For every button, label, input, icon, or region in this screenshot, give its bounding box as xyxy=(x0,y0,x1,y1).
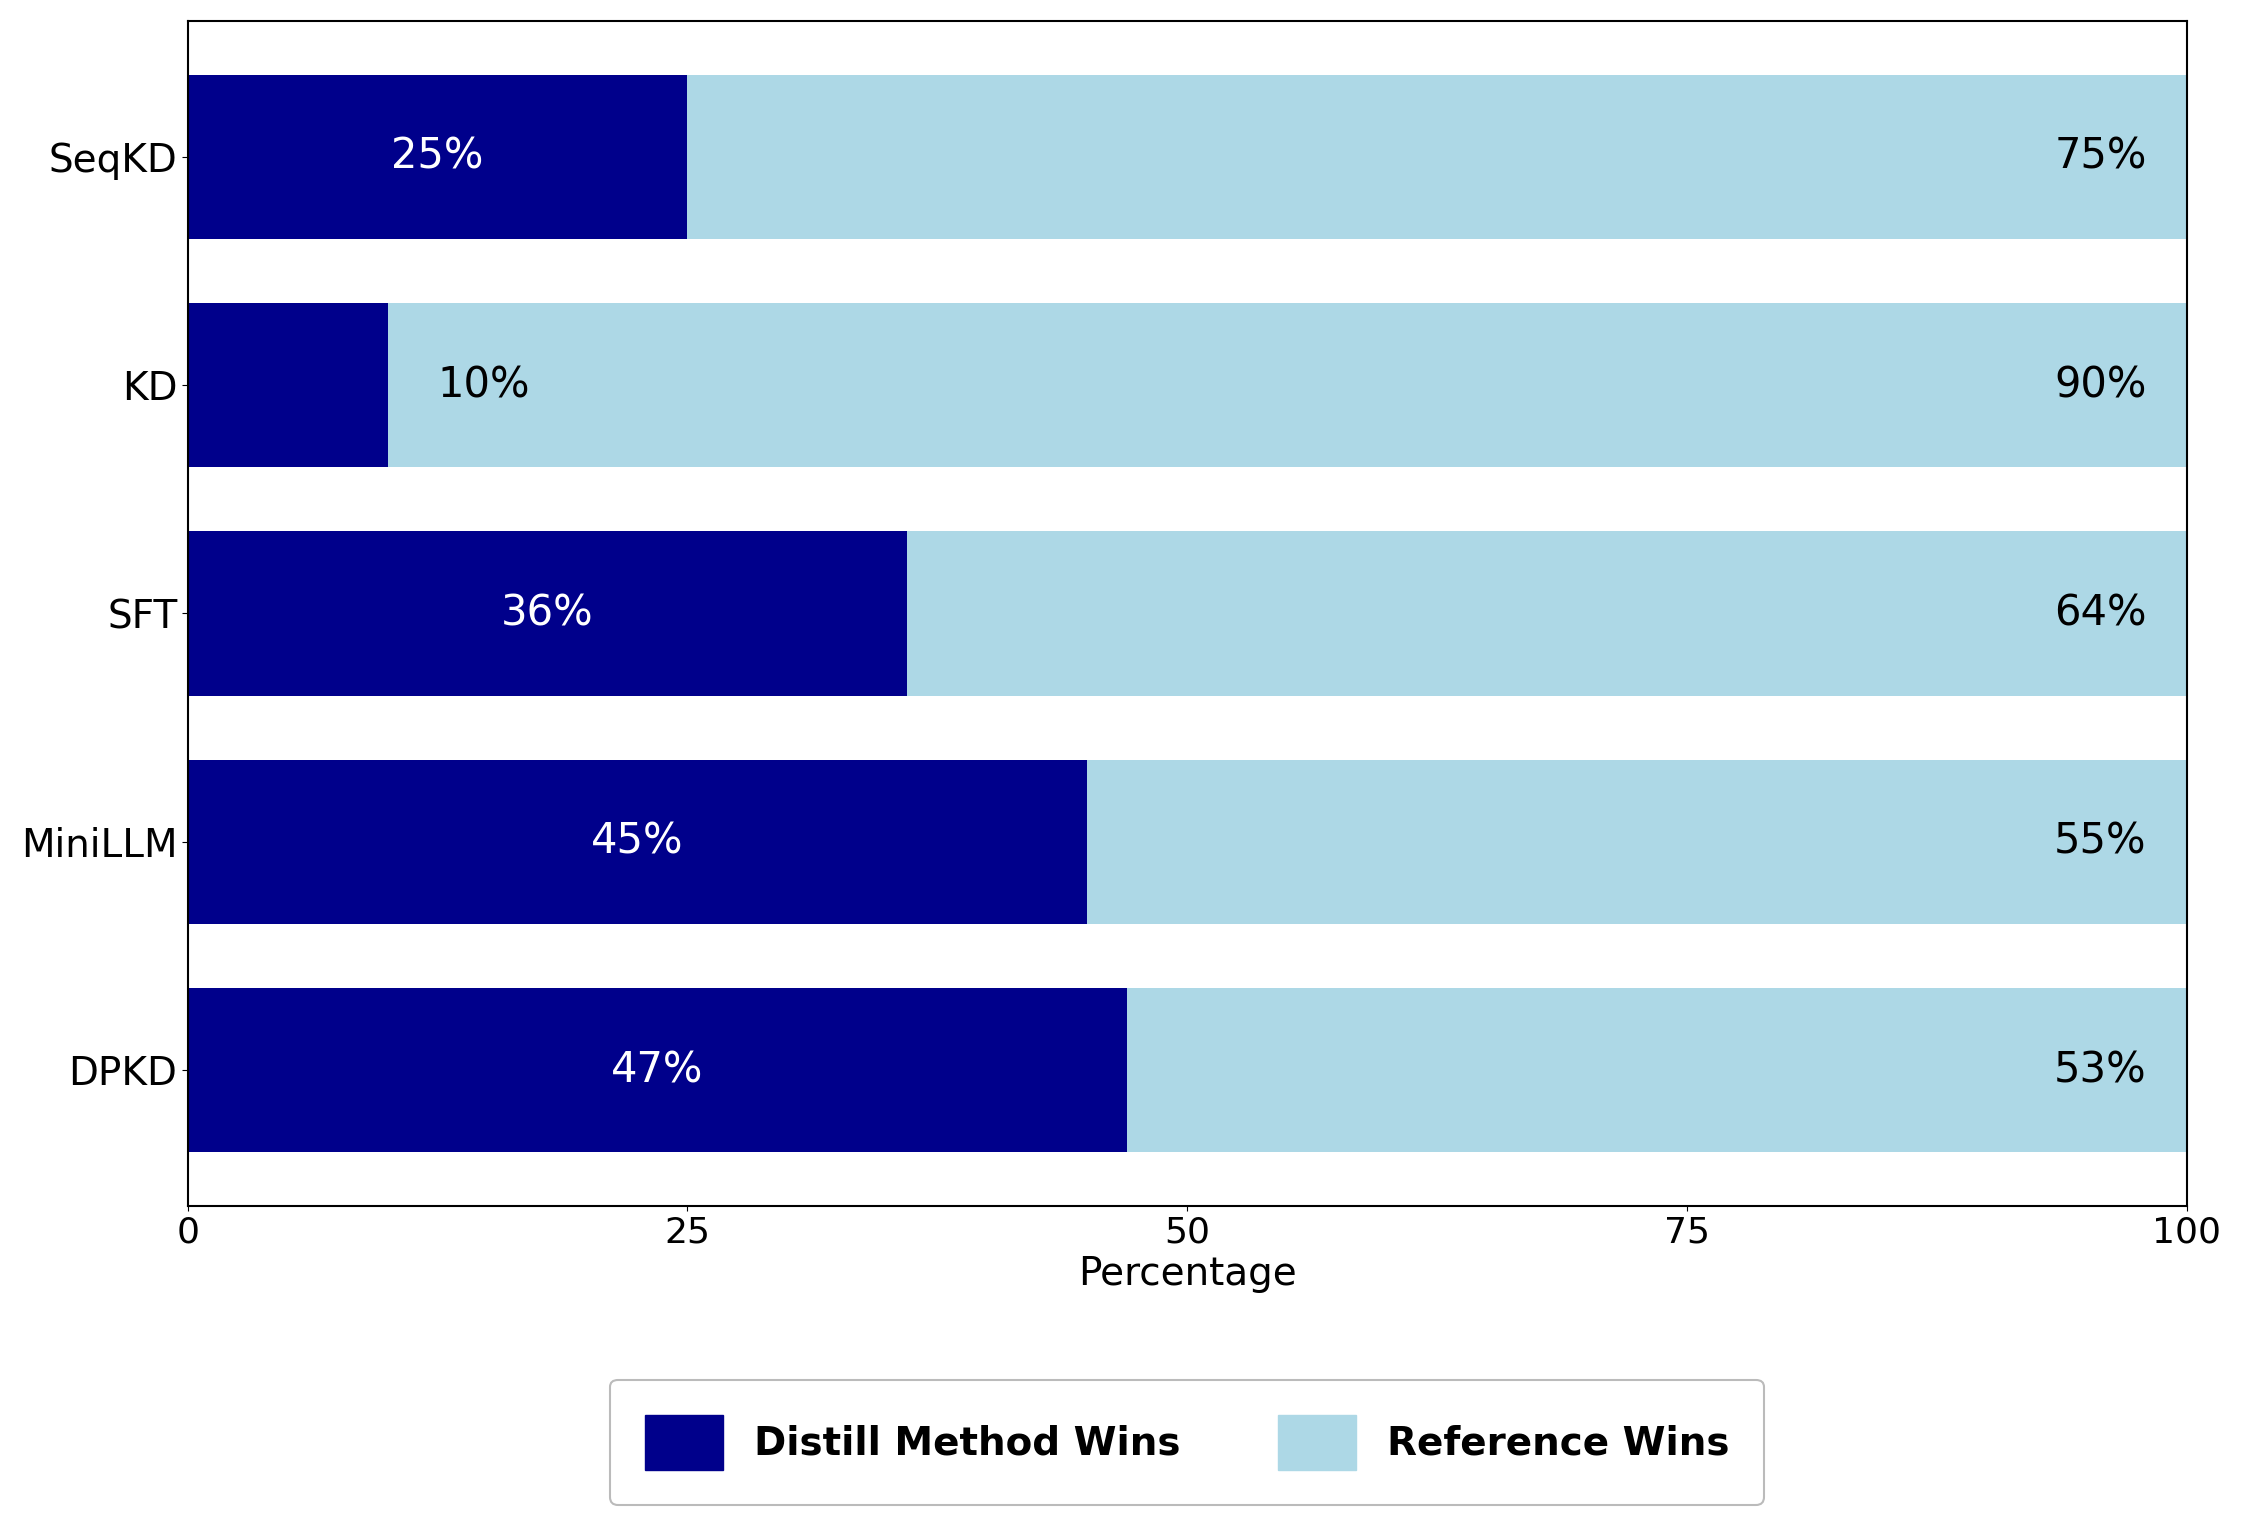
Bar xyxy=(908,532,2186,695)
Text: 10%: 10% xyxy=(437,364,529,407)
Bar xyxy=(188,988,1128,1152)
Text: 90%: 90% xyxy=(2054,364,2146,407)
Text: 45%: 45% xyxy=(592,821,684,863)
Bar xyxy=(1087,759,2186,924)
Bar xyxy=(1128,988,2186,1152)
Text: 64%: 64% xyxy=(2054,593,2146,634)
Bar xyxy=(188,75,688,239)
Text: 75%: 75% xyxy=(2054,136,2146,178)
Bar xyxy=(188,759,1087,924)
Text: 53%: 53% xyxy=(2054,1049,2146,1091)
Text: 25%: 25% xyxy=(392,136,484,178)
Text: 55%: 55% xyxy=(2054,821,2146,863)
Bar xyxy=(688,75,2186,239)
Bar xyxy=(188,303,388,468)
Bar xyxy=(388,303,2186,468)
Bar xyxy=(188,532,908,695)
X-axis label: Percentage: Percentage xyxy=(1078,1256,1296,1294)
Legend: Distill Method Wins, Reference Wins: Distill Method Wins, Reference Wins xyxy=(610,1379,1764,1504)
Text: 47%: 47% xyxy=(612,1049,704,1091)
Text: 36%: 36% xyxy=(502,593,594,634)
